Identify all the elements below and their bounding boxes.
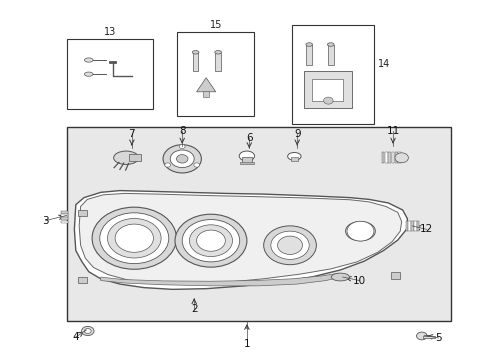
Bar [61, 217, 68, 220]
Bar [215, 53, 221, 71]
Text: 3: 3 [42, 216, 49, 226]
Text: 13: 13 [104, 27, 116, 37]
Circle shape [394, 153, 407, 163]
Bar [405, 221, 407, 231]
Text: 1: 1 [243, 339, 250, 349]
Polygon shape [196, 78, 215, 92]
Circle shape [277, 236, 302, 255]
Circle shape [175, 214, 246, 267]
Ellipse shape [345, 221, 375, 241]
Circle shape [270, 231, 308, 259]
Text: 4: 4 [72, 332, 79, 342]
Bar [384, 153, 387, 163]
Bar [67, 39, 153, 109]
Circle shape [107, 219, 161, 258]
Bar [413, 221, 416, 231]
Text: 11: 11 [386, 126, 399, 136]
Circle shape [346, 221, 373, 241]
Bar [239, 162, 254, 164]
Bar [381, 153, 384, 163]
Bar [391, 153, 394, 163]
Bar [311, 80, 342, 100]
Circle shape [92, 207, 176, 269]
Bar [407, 221, 410, 231]
Text: 8: 8 [179, 126, 185, 136]
Ellipse shape [192, 50, 199, 54]
Bar [394, 153, 397, 163]
Text: 10: 10 [352, 275, 366, 285]
Circle shape [115, 224, 153, 252]
Polygon shape [79, 193, 401, 284]
Ellipse shape [84, 72, 93, 76]
Polygon shape [74, 190, 407, 289]
Ellipse shape [214, 50, 221, 54]
Circle shape [81, 327, 94, 336]
Bar [327, 45, 333, 65]
Bar [416, 221, 419, 231]
Bar [422, 336, 434, 338]
Circle shape [182, 220, 239, 262]
Circle shape [263, 226, 316, 265]
Ellipse shape [239, 151, 254, 161]
Circle shape [179, 144, 184, 149]
Bar [78, 210, 87, 216]
Ellipse shape [327, 43, 333, 46]
Bar [241, 157, 252, 163]
Text: 12: 12 [419, 224, 432, 234]
Bar [177, 32, 254, 117]
Bar [390, 273, 400, 279]
Bar [61, 211, 68, 213]
Ellipse shape [305, 43, 312, 46]
Circle shape [163, 145, 201, 173]
Ellipse shape [113, 151, 138, 165]
Bar [292, 25, 373, 123]
Circle shape [196, 230, 225, 251]
Bar [387, 153, 390, 163]
Circle shape [84, 329, 91, 333]
Bar [398, 153, 400, 163]
Bar [61, 221, 68, 223]
Bar [129, 153, 141, 161]
Polygon shape [101, 274, 340, 286]
Circle shape [176, 154, 187, 163]
Text: 6: 6 [245, 133, 252, 143]
Ellipse shape [330, 273, 349, 281]
Bar [78, 277, 87, 283]
Circle shape [193, 163, 199, 167]
Text: 2: 2 [190, 304, 197, 314]
Circle shape [164, 163, 170, 167]
Circle shape [189, 225, 232, 257]
Bar [410, 221, 413, 231]
Text: 5: 5 [434, 333, 441, 343]
Circle shape [170, 150, 194, 168]
Bar [304, 71, 351, 108]
Circle shape [323, 97, 332, 104]
Ellipse shape [287, 153, 301, 160]
Text: 14: 14 [377, 59, 389, 69]
Ellipse shape [84, 58, 93, 62]
Text: 7: 7 [128, 129, 135, 139]
Bar [305, 45, 311, 65]
Bar [67, 127, 449, 321]
Circle shape [100, 213, 168, 264]
Text: 9: 9 [293, 129, 300, 139]
Text: 15: 15 [209, 20, 222, 30]
Bar [290, 157, 297, 161]
Bar [61, 214, 68, 217]
Circle shape [416, 332, 426, 340]
Bar [192, 53, 198, 71]
Bar [203, 91, 208, 97]
